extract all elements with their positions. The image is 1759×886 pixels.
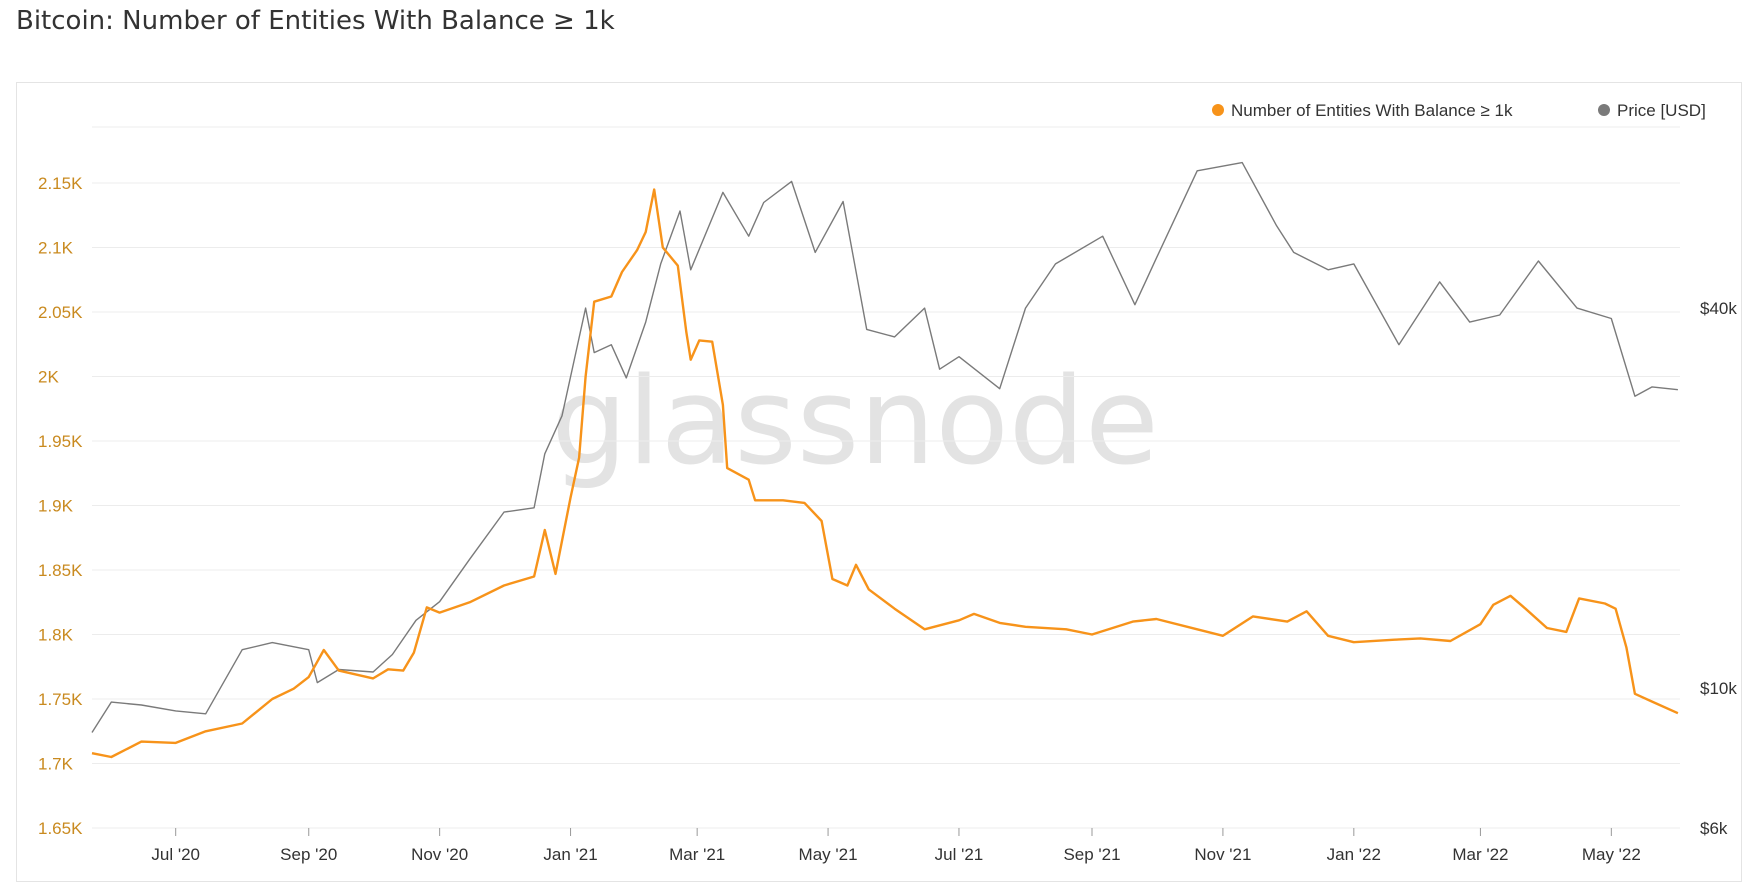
x-tick-label: Nov '21 <box>1194 845 1251 864</box>
entities-line <box>91 188 1679 759</box>
left-tick-label: 1.75K <box>38 690 83 709</box>
price-series <box>91 161 1678 733</box>
left-tick-label: 1.65K <box>38 819 83 838</box>
x-tick-label: Jan '21 <box>543 845 597 864</box>
left-axis: 1.65K 1.7K 1.75K 1.8K 1.85K 1.9K 1.95K 2K 2.05K 2… <box>38 174 83 838</box>
watermark: glassnode <box>551 353 1159 492</box>
x-tick-label: Jan '22 <box>1327 845 1381 864</box>
x-tick-label: May '21 <box>799 845 858 864</box>
right-tick-label: $10k <box>1700 679 1737 698</box>
legend-dot-entities <box>1212 104 1224 116</box>
x-tick-label: Sep '21 <box>1063 845 1120 864</box>
x-tick-label: Jul '21 <box>935 845 984 864</box>
legend: Number of Entities With Balance ≥ 1k Pri… <box>1212 101 1706 120</box>
x-tick-label: Nov '20 <box>411 845 468 864</box>
left-tick-label: 1.9K <box>38 497 74 516</box>
price-line <box>91 161 1678 733</box>
chart-frame <box>16 82 1742 882</box>
left-tick-label: 2.05K <box>38 303 83 322</box>
x-tick-label: Jul '20 <box>151 845 200 864</box>
left-tick-label: 2K <box>38 368 59 387</box>
left-tick-label: 2.15K <box>38 174 83 193</box>
x-tick-label: May '22 <box>1582 845 1641 864</box>
grid-lines <box>92 126 1680 829</box>
legend-label-price[interactable]: Price [USD] <box>1617 101 1706 120</box>
x-tick-label: Mar '21 <box>669 845 725 864</box>
legend-label-entities[interactable]: Number of Entities With Balance ≥ 1k <box>1231 101 1513 120</box>
left-tick-label: 1.95K <box>38 432 83 451</box>
left-tick-label: 1.8K <box>38 626 74 645</box>
right-tick-label: $40k <box>1700 299 1737 318</box>
left-tick-label: 2.1K <box>38 239 74 258</box>
right-axis: $6k $10k $40k <box>1700 299 1737 838</box>
x-tick-label: Sep '20 <box>280 845 337 864</box>
left-tick-label: 1.7K <box>38 755 74 774</box>
legend-dot-price <box>1598 104 1610 116</box>
page-title: Bitcoin: Number of Entities With Balance… <box>16 6 615 36</box>
entities-series <box>91 188 1679 759</box>
x-tick-label: Mar '22 <box>1452 845 1508 864</box>
right-tick-label: $6k <box>1700 819 1728 838</box>
x-axis: Jul '20 Sep '20 Nov '20 Jan '21 Mar '21 May '… <box>151 828 1641 864</box>
left-tick-label: 1.85K <box>38 561 83 580</box>
